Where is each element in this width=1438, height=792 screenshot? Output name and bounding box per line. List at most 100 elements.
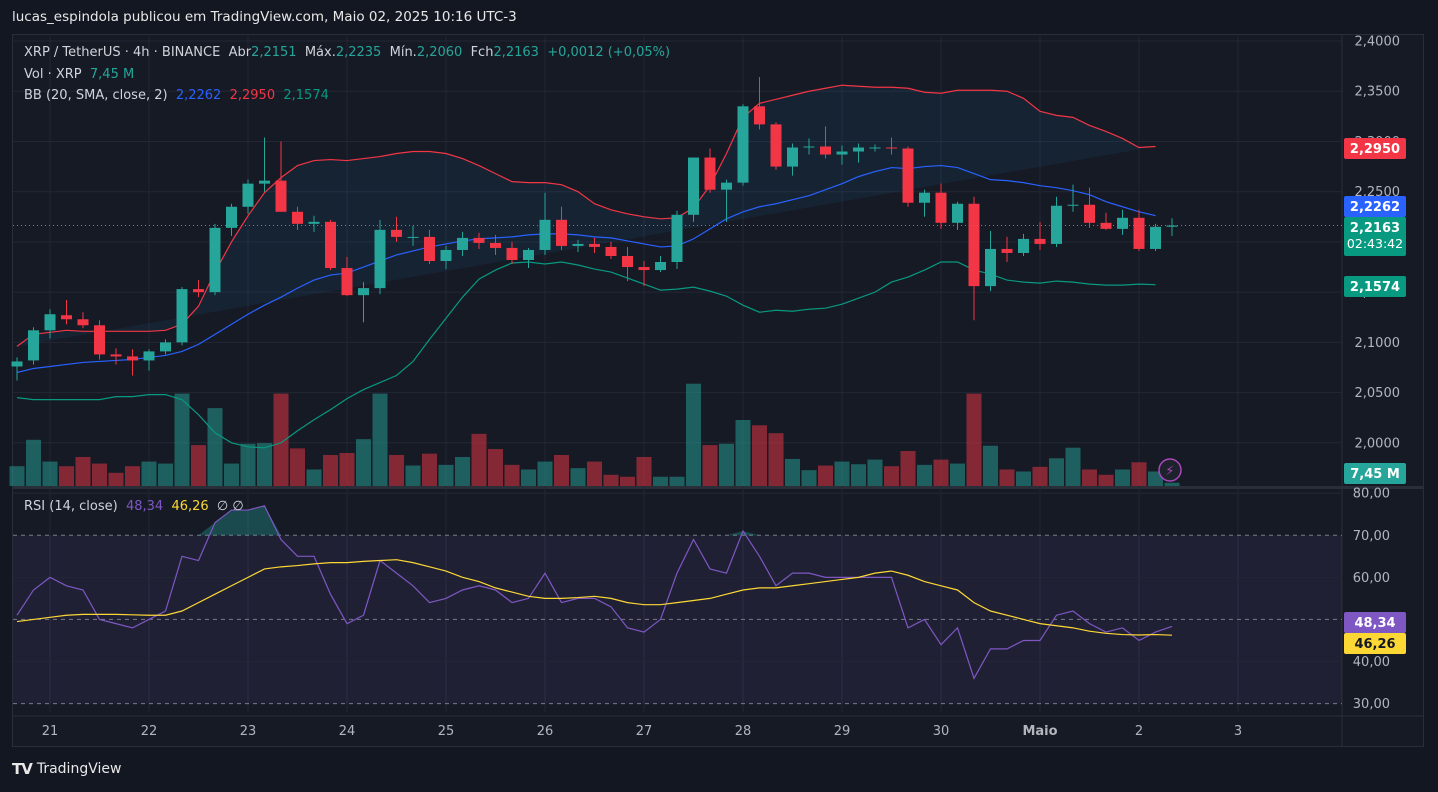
candle xyxy=(1133,209,1145,251)
time-tick-label: 29 xyxy=(834,724,851,739)
candle xyxy=(671,210,683,270)
candle xyxy=(721,179,732,222)
rsi-ma-line xyxy=(16,559,1173,636)
candle xyxy=(325,219,336,271)
volume-badge-text: 7,45 M xyxy=(1350,467,1400,482)
candle-body xyxy=(902,148,914,203)
volume-bar xyxy=(207,408,223,486)
candle-body xyxy=(1133,217,1145,249)
candle xyxy=(242,179,254,214)
candle xyxy=(374,219,386,295)
candle xyxy=(44,309,56,339)
time-tick-label: 23 xyxy=(240,724,257,739)
rsi-ma-value: 46,26 xyxy=(171,499,209,514)
publish-line: lucas_espindola publicou em TradingView.… xyxy=(12,9,517,25)
chart-frame xyxy=(12,34,1424,747)
candle-body xyxy=(655,262,666,271)
candle xyxy=(275,141,287,212)
volume-bar xyxy=(752,425,767,486)
bb-basis-badge-bg xyxy=(1344,196,1406,217)
candle-body xyxy=(754,106,765,125)
ohlc-legend: XRP / TetherUS · 4h · BINANCE Abr2,2151 … xyxy=(24,45,670,60)
candle-body xyxy=(1051,205,1062,244)
candle xyxy=(655,255,666,273)
bb-upper-value: 2,2950 xyxy=(229,88,276,103)
candle-body xyxy=(572,243,584,246)
bb-upper-line xyxy=(16,84,1156,347)
candle-body xyxy=(193,289,204,293)
volume-bar xyxy=(389,454,404,486)
high-value: 2,2235 xyxy=(335,45,382,60)
candle xyxy=(688,157,699,222)
volume-bar xyxy=(521,469,536,486)
time-tick-label: 30 xyxy=(933,724,950,739)
candle xyxy=(985,230,996,292)
candle-body xyxy=(704,157,716,190)
volume-bar xyxy=(1164,482,1180,486)
bb-band-area xyxy=(17,85,1156,347)
candle xyxy=(440,245,452,270)
rsi-line xyxy=(16,505,1173,680)
last-price-badge-bg xyxy=(1344,217,1406,256)
candle xyxy=(1001,236,1013,263)
bb-basis-value: 2,2262 xyxy=(175,88,222,103)
volume-bar xyxy=(504,464,520,486)
volume-bar xyxy=(9,466,25,486)
change-value: +0,0012 (+0,05%) xyxy=(547,45,671,60)
candle-body xyxy=(242,183,254,207)
candle xyxy=(919,189,930,217)
bb-lower-badge: 2,1574 xyxy=(1344,276,1406,297)
candle-body xyxy=(110,354,122,357)
volume-bar xyxy=(1049,458,1064,486)
footer-brand: TradingView xyxy=(36,761,122,777)
candle xyxy=(457,231,468,256)
candle-body xyxy=(919,192,930,203)
candle-body xyxy=(11,361,23,367)
candle-body xyxy=(770,124,782,167)
bb-upper-badge: 2,2950 xyxy=(1344,138,1406,159)
candle xyxy=(787,143,798,176)
volume-bar xyxy=(1148,471,1163,486)
candle-body xyxy=(1150,226,1161,249)
open-value: 2,2151 xyxy=(251,45,297,60)
rsi-tick-label: 60,00 xyxy=(1353,571,1390,586)
price-tick-label: 2,0500 xyxy=(1355,386,1401,401)
candle xyxy=(556,206,567,250)
volume-bar xyxy=(240,443,256,486)
bollinger-band-fill xyxy=(17,85,1156,347)
candle xyxy=(820,126,831,159)
volume-bar xyxy=(587,461,602,486)
volume-bar xyxy=(785,458,800,486)
alert-lightning-icon: ⚡ xyxy=(1158,458,1182,482)
volume-bar xyxy=(174,393,190,486)
volume-bars xyxy=(9,383,1180,486)
candle xyxy=(160,339,171,355)
volume-bar xyxy=(356,439,371,486)
candle-body xyxy=(853,147,864,152)
candle xyxy=(209,223,221,296)
volume-bar xyxy=(1082,469,1097,486)
tradingview-footer[interactable]: 𝗧𝗩 TradingView xyxy=(12,760,121,778)
close-value: 2,2163 xyxy=(493,45,539,60)
volume-bar xyxy=(1131,462,1147,486)
rsi-label: RSI (14, close) xyxy=(24,499,118,514)
candle-body xyxy=(209,227,221,293)
volume-bar xyxy=(125,466,140,486)
bb-label: BB (20, SMA, close, 2) xyxy=(24,88,168,103)
high-label: Máx. xyxy=(304,45,336,60)
time-tick-label: 26 xyxy=(537,724,554,739)
last-price-badge-countdown: 02:43:42 xyxy=(1347,236,1403,251)
rsi-tick-label: 80,00 xyxy=(1353,487,1390,502)
candle xyxy=(1018,233,1029,256)
price-tick-label: 2,3500 xyxy=(1355,85,1401,100)
candle-body xyxy=(638,267,650,271)
volume-value: 7,45 M xyxy=(89,67,135,82)
candle-body xyxy=(490,242,501,248)
candle xyxy=(127,349,138,376)
candle xyxy=(341,256,353,297)
rsi-pane xyxy=(13,492,1342,705)
bb-basis-line xyxy=(16,164,1156,374)
candle-body xyxy=(539,219,551,250)
candlesticks: ⚡ xyxy=(11,77,1342,482)
